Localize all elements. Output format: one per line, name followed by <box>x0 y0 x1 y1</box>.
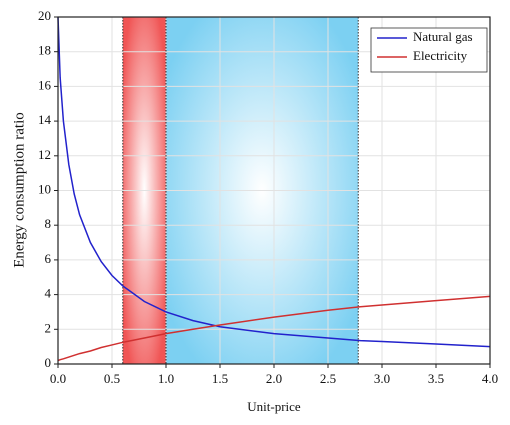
series-line <box>57 16 491 348</box>
y-tick-label: 12 <box>38 147 51 162</box>
x-tick-label: 0.5 <box>104 371 120 386</box>
x-tick-label: 4.0 <box>482 371 498 386</box>
y-tick-label: 4 <box>45 286 52 301</box>
y-axis-title: Energy consumption ratio <box>11 112 27 268</box>
y-tick-label: 16 <box>38 77 52 92</box>
y-tick-label: 10 <box>38 181 51 196</box>
x-tick-label: 3.5 <box>428 371 444 386</box>
y-tick-label: 20 <box>38 8 51 23</box>
series-line <box>57 295 491 362</box>
y-tick-label: 14 <box>38 112 52 127</box>
legend-label: Electricity <box>413 48 468 63</box>
y-tick-label: 18 <box>38 43 51 58</box>
x-tick-label: 1.0 <box>158 371 174 386</box>
y-tick-label: 2 <box>45 320 52 335</box>
x-tick-label: 2.5 <box>320 371 336 386</box>
legend-box <box>370 27 488 73</box>
y-tick-label: 8 <box>45 216 52 231</box>
y-tick-label: 0 <box>45 355 52 370</box>
y-tick-label: 6 <box>45 251 52 266</box>
x-tick-label: 3.0 <box>374 371 390 386</box>
legend-label: Natural gas <box>413 29 473 44</box>
x-axis-title: Unit-price <box>247 399 301 414</box>
x-tick-label: 1.5 <box>212 371 228 386</box>
x-tick-label: 0.0 <box>50 371 66 386</box>
x-tick-label: 2.0 <box>266 371 282 386</box>
